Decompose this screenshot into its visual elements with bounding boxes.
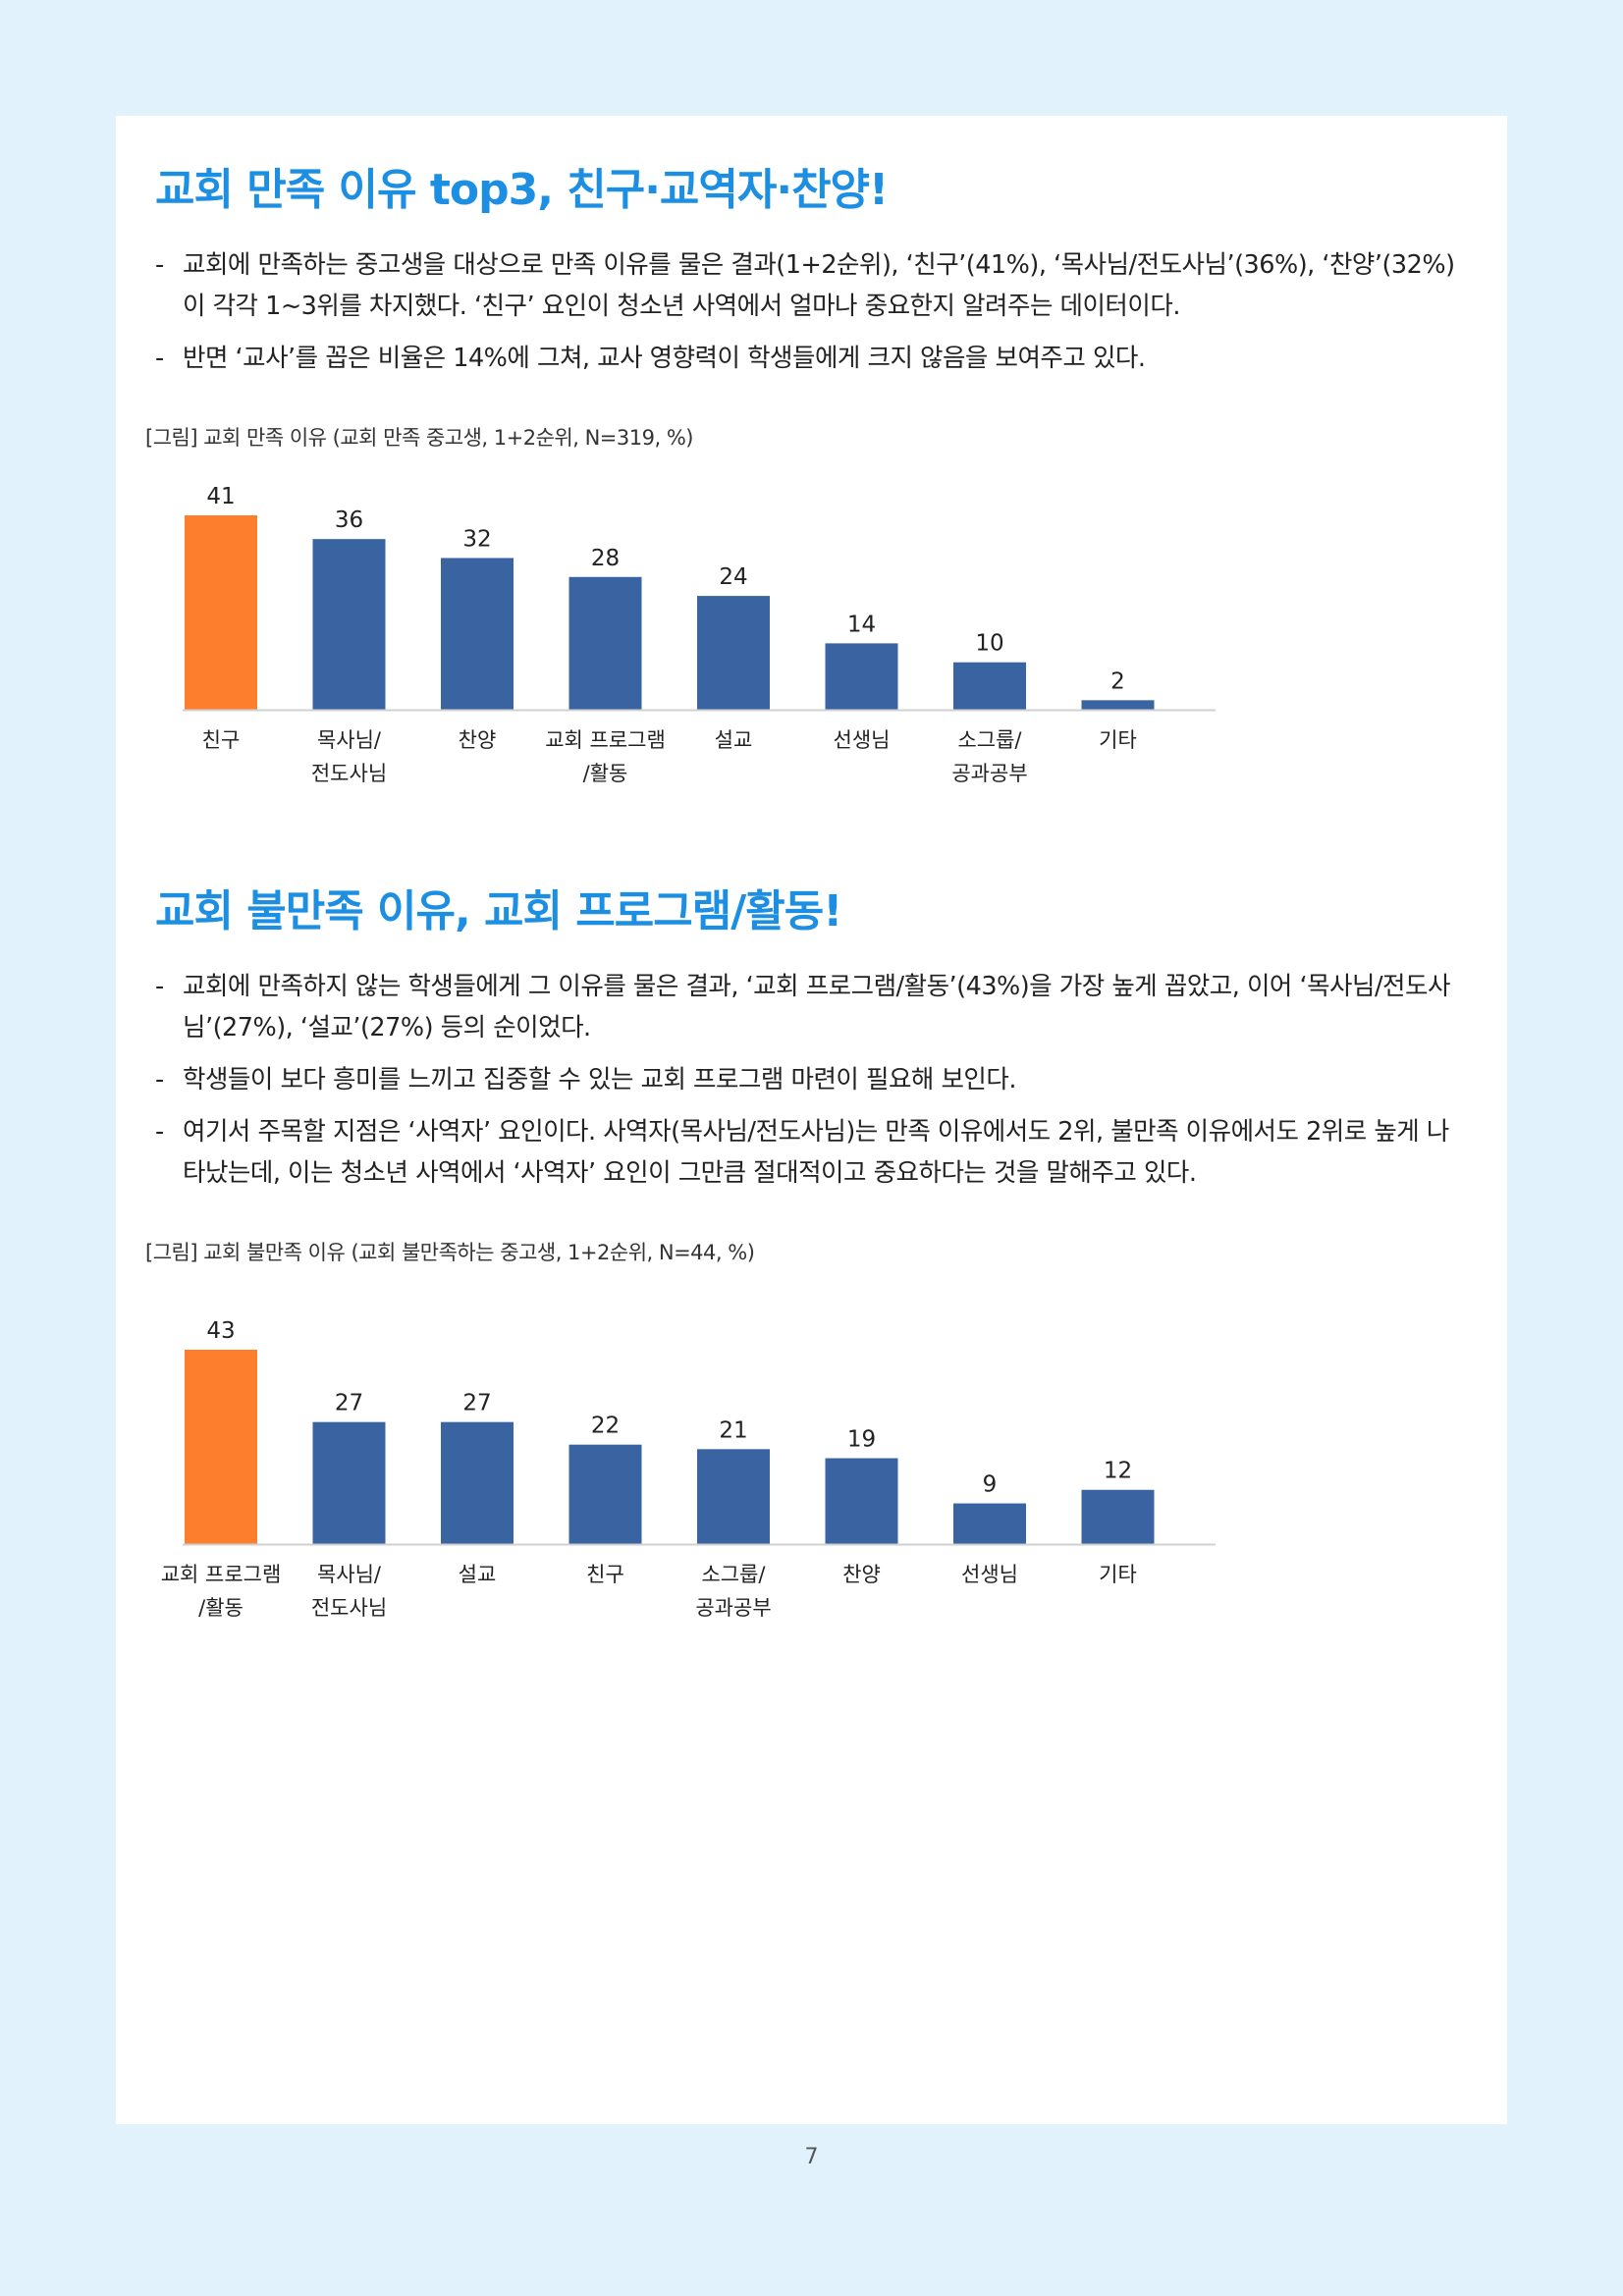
section-satisfaction: 교회 만족 이유 top3, 친구·교역자·찬양! 교회에 만족하는 중고생을 …: [155, 160, 1471, 390]
bullet-item: 여기서 주목할 지점은 ‘사역자’ 요인이다. 사역자(목사님/전도사님)는 만…: [155, 1111, 1471, 1194]
bullet-list: 교회에 만족하는 중고생을 대상으로 만족 이유를 물은 결과(1+2순위), …: [155, 244, 1471, 379]
page-number: 7: [804, 2145, 819, 2169]
category-label-line: 찬양: [842, 1563, 881, 1586]
chart-svg: 43 교회 프로그램/활동 27 목사님/전도사님 27 설교 22 친구 21 소그룹/공과공부…: [161, 1318, 1216, 1620]
category-label-line: 교회 프로그램: [161, 1563, 282, 1586]
chart-bar: [825, 1458, 898, 1544]
bar-value-label: 21: [719, 1417, 747, 1443]
bar-value-label: 12: [1104, 1459, 1132, 1484]
satisfaction-bar-chart: 41 친구 36 목사님/전도사님 32 찬양 28 교회 프로그램/활동 24 설교 14 선생님 1…: [116, 469, 1235, 832]
chart-bar: [825, 643, 898, 710]
chart-bar: [1081, 1489, 1155, 1544]
bullet-item: 학생들이 보다 흥미를 느끼고 집중할 수 있는 교회 프로그램 마련이 필요해…: [155, 1059, 1471, 1100]
category-label: 친구: [586, 1563, 624, 1586]
category-label-line: 공과공부: [695, 1596, 771, 1620]
category-label: 교회 프로그램/활동: [545, 728, 666, 785]
category-label: 소그룹/공과공부: [695, 1563, 771, 1620]
bar-value-label: 14: [847, 612, 876, 637]
category-label-line: 선생님: [961, 1563, 1018, 1586]
bullet-item: 반면 ‘교사’를 꼽은 비율은 14%에 그쳐, 교사 영향력이 학생들에게 크…: [155, 338, 1471, 379]
chart-bar: [312, 539, 386, 710]
category-label-line: 소그룹/: [957, 728, 1022, 752]
bullet-item: 교회에 만족하지 않는 학생들에게 그 이유를 물은 결과, ‘교회 프로그램/…: [155, 966, 1471, 1048]
category-label: 기타: [1099, 728, 1137, 752]
chart-caption: [그림] 교회 만족 이유 (교회 만족 중고생, 1+2순위, N=319, …: [145, 426, 693, 450]
category-label-line: 공과공부: [951, 762, 1027, 785]
category-label-line: 전도사님: [311, 1596, 387, 1620]
section-title: 교회 불만족 이유, 교회 프로그램/활동!: [155, 886, 842, 936]
section-title: 교회 만족 이유 top3, 친구·교역자·찬양!: [155, 165, 889, 215]
chart-bar: [1081, 700, 1155, 710]
bullet-item: 교회에 만족하는 중고생을 대상으로 만족 이유를 물은 결과(1+2순위), …: [155, 244, 1471, 327]
category-label-line: /활동: [583, 762, 628, 785]
category-label: 선생님: [834, 728, 891, 752]
category-label-line: 전도사님: [311, 762, 387, 785]
category-label: 설교: [459, 1563, 497, 1586]
category-label-line: 소그룹/: [701, 1563, 766, 1586]
category-label: 찬양: [842, 1563, 881, 1586]
bar-value-label: 9: [983, 1472, 998, 1498]
bar-value-label: 24: [719, 564, 747, 590]
category-label: 기타: [1099, 1563, 1137, 1586]
category-label: 교회 프로그램/활동: [161, 1563, 282, 1620]
chart-bar: [312, 1421, 386, 1544]
bar-value-label: 27: [335, 1391, 363, 1416]
section-dissatisfaction: 교회 불만족 이유, 교회 프로그램/활동! 교회에 만족하지 않는 학생들에게…: [155, 881, 1471, 1204]
category-label-line: 친구: [202, 728, 241, 752]
bar-value-label: 43: [206, 1318, 235, 1344]
category-label: 목사님/전도사님: [311, 728, 387, 785]
chart-caption: [그림] 교회 불만족 이유 (교회 불만족하는 중고생, 1+2순위, N=4…: [145, 1241, 755, 1264]
category-label-line: 친구: [586, 1563, 624, 1586]
bar-value-label: 28: [591, 546, 620, 571]
chart-bar: [568, 1444, 642, 1544]
chart-svg: 41 친구 36 목사님/전도사님 32 찬양 28 교회 프로그램/활동 24 설교 14 선생님 1…: [183, 484, 1216, 785]
bar-value-label: 27: [462, 1391, 491, 1416]
category-label: 목사님/전도사님: [311, 1563, 387, 1620]
bar-value-label: 36: [335, 507, 363, 533]
category-label: 소그룹/공과공부: [951, 728, 1027, 785]
category-label-line: 선생님: [834, 728, 891, 752]
chart-bar: [568, 576, 642, 710]
bullet-list: 교회에 만족하지 않는 학생들에게 그 이유를 물은 결과, ‘교회 프로그램/…: [155, 966, 1471, 1194]
bar-value-label: 32: [462, 526, 491, 552]
category-label-line: 기타: [1099, 1563, 1137, 1586]
chart-bar: [697, 596, 770, 710]
chart-bar: [953, 1503, 1026, 1544]
chart-bar: [697, 1449, 770, 1544]
category-label-line: 찬양: [459, 728, 497, 752]
category-label: 찬양: [459, 728, 497, 752]
chart-bar: [441, 558, 514, 710]
chart-bar: [185, 1350, 257, 1544]
category-label: 설교: [715, 728, 753, 752]
category-label-line: 설교: [715, 728, 753, 752]
category-label: 친구: [202, 728, 241, 752]
category-label: 선생님: [961, 1563, 1018, 1586]
category-label-line: 설교: [459, 1563, 497, 1586]
bar-value-label: 22: [591, 1414, 620, 1439]
category-label-line: 목사님/: [317, 728, 382, 752]
category-label-line: 기타: [1099, 728, 1137, 752]
category-label-line: /활동: [198, 1596, 243, 1620]
bar-value-label: 19: [847, 1427, 876, 1453]
chart-bar: [953, 662, 1026, 710]
bar-value-label: 2: [1110, 668, 1125, 694]
chart-bar: [441, 1421, 514, 1544]
category-label-line: 목사님/: [317, 1563, 382, 1586]
bar-value-label: 10: [975, 631, 1003, 657]
dissatisfaction-bar-chart: 43 교회 프로그램/활동 27 목사님/전도사님 27 설교 22 친구 21 소그룹/공과공부…: [116, 1304, 1235, 1667]
category-label-line: 교회 프로그램: [545, 728, 666, 752]
page-panel: 교회 만족 이유 top3, 친구·교역자·찬양! 교회에 만족하는 중고생을 …: [116, 116, 1507, 2124]
chart-bar: [185, 515, 257, 710]
bar-value-label: 41: [206, 484, 235, 509]
